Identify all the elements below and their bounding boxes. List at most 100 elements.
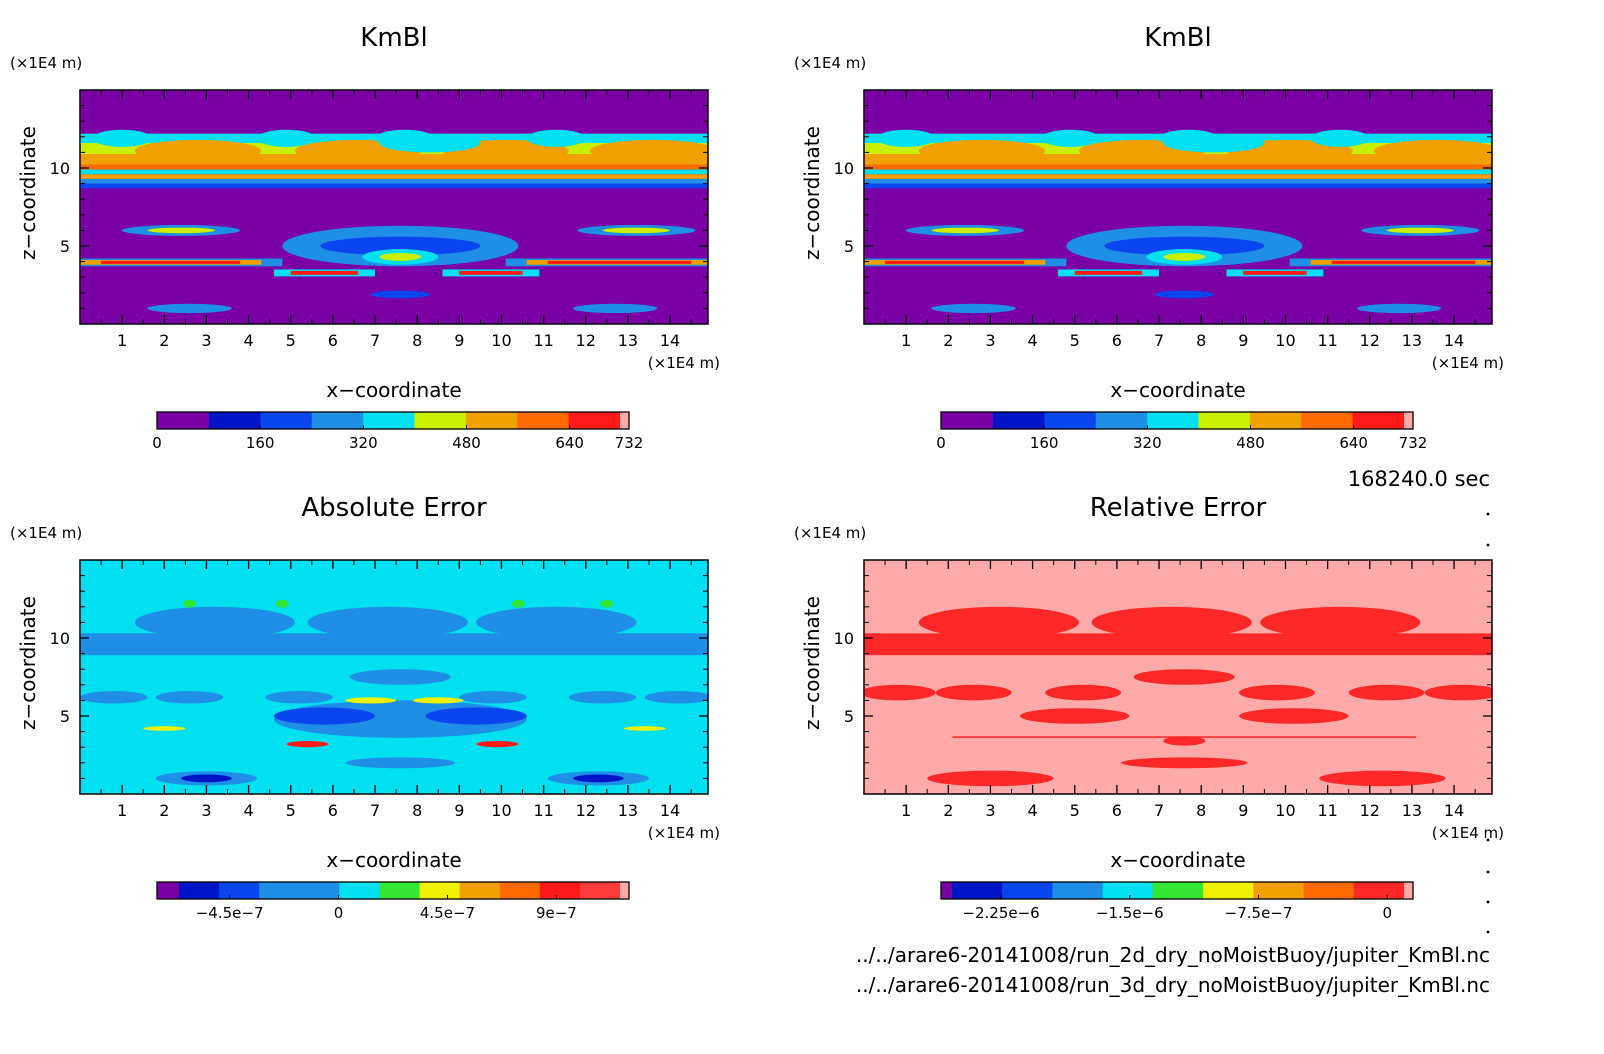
colorbar-swatch xyxy=(1301,412,1354,429)
chart-panel-4: Relative Error(×1E4 m)1 2 3 4 5 6 7 8 9 10 11 12 13 1… xyxy=(794,493,1504,922)
x-tick-label: 8 xyxy=(412,801,422,820)
x-tick-label: 4 xyxy=(243,331,253,350)
plot-frame xyxy=(863,89,1493,325)
colorbar-swatch xyxy=(1404,882,1414,899)
x-tick-label: 4 xyxy=(1027,801,1037,820)
colorbar-swatch xyxy=(1152,882,1204,899)
y-axis-label: z−coordinate xyxy=(16,126,40,260)
x-tick-label: 12 xyxy=(576,331,596,350)
colorbar-swatch xyxy=(1052,882,1104,899)
field-background xyxy=(864,90,1492,324)
x-tick-label: 3 xyxy=(201,331,211,350)
margin-dot xyxy=(1486,838,1490,842)
x-tick-label: 10 xyxy=(1275,801,1295,820)
colorbar-swatch xyxy=(1352,412,1405,429)
time-label: 168240.0 sec xyxy=(1348,467,1490,491)
x-tick-label: 5 xyxy=(286,331,296,350)
colorbar-swatch xyxy=(539,882,581,899)
plot-frame xyxy=(863,559,1493,795)
x-tick-label: 9 xyxy=(1238,331,1248,350)
colorbar-tick-label: −1.5e−6 xyxy=(1096,904,1164,922)
x-tick-label: 1 xyxy=(117,331,127,350)
colorbar-swatch xyxy=(1198,412,1251,429)
colorbar-tick-label: 480 xyxy=(452,434,481,452)
x-tick-label: 7 xyxy=(370,801,380,820)
colorbar-swatch xyxy=(465,412,518,429)
colorbar-tick-label: 320 xyxy=(349,434,378,452)
x-tick-label: 6 xyxy=(1112,801,1122,820)
x-tick-label: 4 xyxy=(243,801,253,820)
file-path: ../../arare6-20141008/run_3d_dry_noMoist… xyxy=(856,973,1490,997)
colorbar-swatch xyxy=(1353,882,1405,899)
x-tick-label: 3 xyxy=(201,801,211,820)
x-tick-label: 13 xyxy=(618,801,638,820)
colorbar-swatch xyxy=(219,882,260,899)
x-tick-label: 11 xyxy=(1317,801,1337,820)
colorbar-swatch xyxy=(620,882,630,899)
plot-frame xyxy=(79,89,709,325)
x-tick-label: 12 xyxy=(1360,801,1380,820)
y-axis-label: z−coordinate xyxy=(800,126,824,260)
colorbar-swatch xyxy=(620,412,630,429)
colorbar-swatch xyxy=(157,412,210,429)
colorbar-tick-label: 4.5e−7 xyxy=(420,904,475,922)
colorbar-tick-label: 0 xyxy=(936,434,946,452)
colorbar-tick-label: 640 xyxy=(555,434,584,452)
x-tick-label: 6 xyxy=(328,801,338,820)
y-unit-label: (×1E4 m) xyxy=(10,54,82,72)
margin-dot xyxy=(1486,512,1490,516)
x-tick-label: 6 xyxy=(1112,331,1122,350)
y-tick-label: 5 xyxy=(844,237,854,256)
colorbar-tick-label: 320 xyxy=(1133,434,1162,452)
colorbar-swatch xyxy=(311,412,364,429)
colorbar-swatch xyxy=(260,412,313,429)
y-tick-label: 5 xyxy=(60,237,70,256)
colorbar: 0 160 320 480 640 732 xyxy=(936,411,1427,452)
x-tick-label: 13 xyxy=(618,331,638,350)
colorbar-swatch xyxy=(339,882,380,899)
heatmap-field xyxy=(864,90,1492,324)
heatmap-field xyxy=(864,560,1492,794)
colorbar-swatch xyxy=(179,882,220,899)
chart-panel-1: KmBl(×1E4 m)1 2 3 4 5 6 7 8 9 10 11 12 13 14510(×1E4 … xyxy=(10,23,720,452)
colorbar-swatch xyxy=(209,412,261,429)
colorbar-tick-label: 160 xyxy=(1030,434,1059,452)
colorbar-swatch xyxy=(1203,882,1254,899)
x-tick-label: 7 xyxy=(370,331,380,350)
x-tick-label: 5 xyxy=(1070,801,1080,820)
margin-dot xyxy=(1486,870,1490,874)
colorbar-swatch xyxy=(419,882,461,899)
x-tick-label: 6 xyxy=(328,331,338,350)
colorbar-swatch xyxy=(499,882,541,899)
margin-dot xyxy=(1486,543,1490,547)
x-tick-label: 12 xyxy=(1360,331,1380,350)
x-tick-label: 5 xyxy=(1070,331,1080,350)
colorbar-tick-label: 0 xyxy=(1382,904,1392,922)
y-axis-label: z−coordinate xyxy=(16,596,40,730)
x-tick-label: 11 xyxy=(533,801,553,820)
colorbar-swatch xyxy=(568,412,621,429)
heatmap-field xyxy=(80,560,708,794)
colorbar-swatch xyxy=(941,882,953,899)
colorbar-swatch xyxy=(1044,412,1097,429)
colorbar-swatch xyxy=(1147,412,1199,429)
margin-dot xyxy=(1486,900,1490,904)
colorbar-swatch xyxy=(993,412,1045,429)
x-unit-label: (×1E4 m) xyxy=(648,354,720,372)
x-tick-label: 13 xyxy=(1402,801,1422,820)
heatmap-field xyxy=(80,90,708,324)
y-tick-label: 10 xyxy=(834,629,854,648)
x-tick-label: 8 xyxy=(1196,801,1206,820)
colorbar-tick-label: 0 xyxy=(334,904,344,922)
margin-dot xyxy=(1486,930,1490,934)
colorbar-swatch xyxy=(941,412,994,429)
y-unit-label: (×1E4 m) xyxy=(794,54,866,72)
y-unit-label: (×1E4 m) xyxy=(794,524,866,542)
x-tick-label: 7 xyxy=(1154,331,1164,350)
colorbar-swatch xyxy=(363,412,415,429)
x-tick-label: 2 xyxy=(943,801,953,820)
x-tick-label: 14 xyxy=(1444,801,1464,820)
x-tick-label: 3 xyxy=(985,801,995,820)
x-tick-label: 5 xyxy=(286,801,296,820)
colorbar-frame xyxy=(156,411,630,430)
